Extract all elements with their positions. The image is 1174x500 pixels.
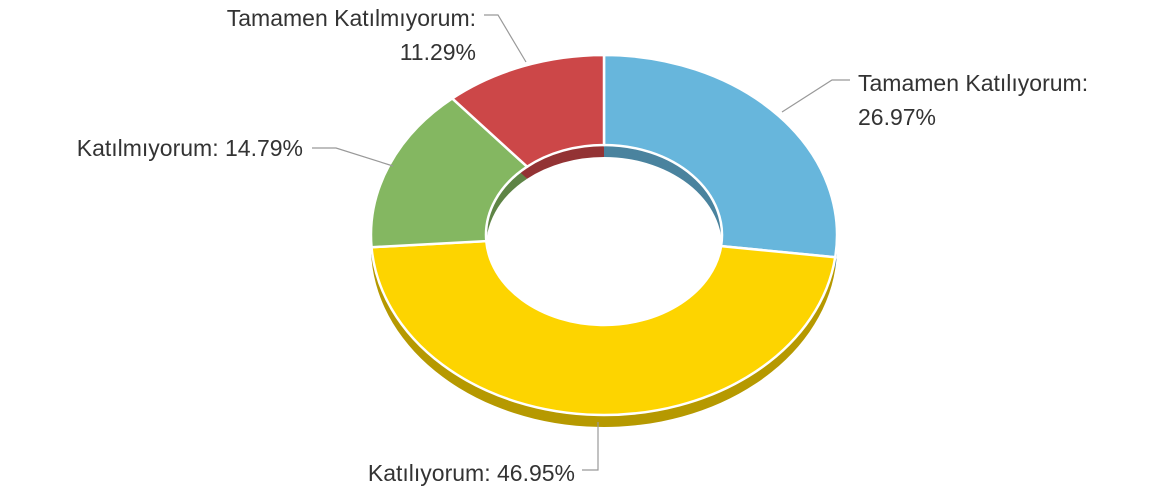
data-label: Katılmıyorum: 14.79% [77,135,303,161]
leader-line [582,422,599,471]
label-line: Tamamen Katılmıyorum: [227,5,476,31]
leader-line [781,79,850,113]
slice [450,53,606,169]
leader-line [484,14,527,63]
slice [369,96,530,249]
data-label: Katılıyorum: 46.95% [368,460,575,486]
label-line: 11.29% [400,39,476,65]
label-line: Tamamen Katılıyorum: [858,70,1088,96]
data-label: Tamamen Katılmıyorum: 11.29% [227,5,476,65]
label-line: 26.97% [858,104,936,130]
leader-line [312,147,394,167]
data-label: Tamamen Katılıyorum: 26.97% [858,70,1088,130]
slice [602,53,839,259]
slice [370,239,837,417]
